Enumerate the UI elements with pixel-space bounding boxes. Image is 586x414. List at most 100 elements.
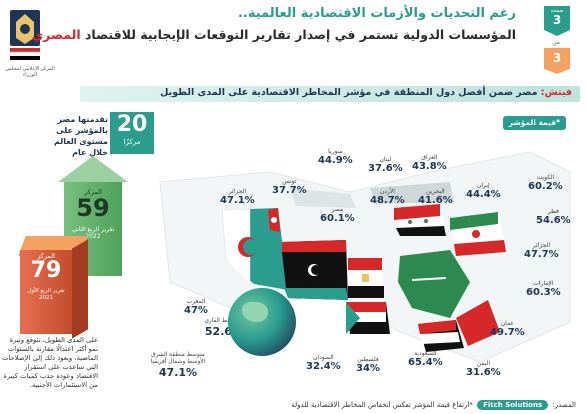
page-label: صفحة [550,8,564,14]
rank-improvement-box: 20 مركزًا [110,112,154,154]
country-value: 60.2% [528,181,563,192]
country-value: 34% [356,363,380,374]
country-value: 37.7% [272,185,307,196]
mena-region-value: 47.1% [158,366,198,379]
country-value: 65.4% [408,357,443,368]
headline-secondary-text: المؤسسات الدولية تستمر في إصدار تقارير ا… [85,27,516,42]
country-label: الجزائر 47.7% [524,242,559,260]
footer: المصدر: Fitch Solutions *ارتفاع قيمة الم… [150,398,586,414]
source-line: المصدر: Fitch Solutions *ارتفاع قيمة الم… [291,400,576,410]
country-value: 32.4% [306,361,341,372]
country-value: 47.7% [524,249,559,260]
banner-body: مصر ضمن أفضل دول المنطقة في مؤشر المخاطر… [160,87,538,98]
rank-improvement-number: 20 [116,112,148,137]
country-name: الجزائر [228,188,247,195]
ranking-panel: 20 مركزًا تقدمتها مصر بالمؤشر على مستوى … [0,108,160,414]
mena-region-name: متوسط منطقة الشرق الأوسط وشمال أفريقيا [150,352,206,365]
page-of: من [552,39,560,46]
mena-region-average: متوسط منطقة الشرق الأوسط وشمال أفريقيا 4… [150,352,206,396]
source-name: Fitch Solutions [477,400,549,410]
country-label: المغرب 47% [184,298,208,316]
country-label: مصر 60.1% [320,206,355,224]
subtitle-banner: فيتش: مصر ضمن أفضل دول المنطقة في مؤشر ا… [80,86,580,102]
country-label: إيران 44.4% [466,182,501,200]
country-label: عمان 49.7% [490,320,525,338]
banner-text: فيتش: مصر ضمن أفضل دول المنطقة في مؤشر ا… [160,87,572,98]
country-value: 44.9% [318,155,353,166]
footer-note: *ارتفاع قيمة المؤشر تعكس انخفاض المخاطر … [291,401,473,409]
country-value: 43.8% [412,161,447,172]
country-value: 31.6% [466,367,501,378]
country-label: الجزائر 47.1% [220,188,255,206]
rank-2022-value: 59 [76,194,110,222]
headline-secondary: المؤسسات الدولية تستمر في إصدار تقارير ا… [32,27,516,42]
rank-2022-column: المركز 59 تقرير الربع الثاني 2022 [58,156,128,276]
country-name: العراق [421,154,438,161]
country-value: 47.1% [220,195,255,206]
country-label: لبنان 37.6% [368,156,403,174]
country-value: 47% [184,305,208,316]
country-name: قطر [547,208,559,215]
country-name: لبنان [379,156,392,163]
rank-improvement-unit: مركزًا [123,138,141,146]
country-value: 60.1% [320,213,355,224]
country-name: تونس [282,178,297,185]
country-name: البحرين [425,188,445,195]
globe-icon [228,288,296,356]
country-label: الأردن 48.7% [370,188,405,206]
country-label: قطر 54.6% [536,208,571,226]
country-name: المغرب [186,298,206,305]
country-name: الأردن [379,188,395,195]
country-label: سوريا 44.9% [318,148,353,166]
rank-improvement-description: تقدمتها مصر بالمؤشر على مستوى العالم خلا… [53,115,108,157]
country-name: اليمن [476,360,491,367]
banner-prefix: فيتش: [540,87,572,98]
country-name: السعودية [414,350,437,357]
page-current: 3 [552,13,562,27]
country-name: فلسطين [357,356,379,363]
country-value: 48.7% [370,195,405,206]
country-label: السودان 32.4% [306,354,341,372]
country-label: فلسطين 34% [356,356,380,374]
country-label: العراق 43.8% [412,154,447,172]
country-name: السودان [313,354,334,361]
country-label: الكويت 60.2% [528,174,563,192]
country-name: عمان [500,320,514,327]
country-label: اليمن 31.6% [466,360,501,378]
rank-2021-value: 79 [30,258,62,283]
country-label: السعودية 65.4% [408,350,443,368]
country-label: الإمارات 60.3% [526,280,561,298]
rank-2021-year: تقرير الربع الأول 2021 [27,288,65,301]
country-name: سوريا [328,148,343,155]
source-label: المصدر: [552,401,576,409]
country-value: 49.7% [490,327,525,338]
country-value: 60.3% [526,287,561,298]
country-name: الإمارات [533,280,554,287]
country-value: 44.4% [466,189,501,200]
country-value: 41.6% [418,195,453,206]
rank-2022-label: المركز [84,188,102,196]
country-name: مصر [331,206,344,213]
country-value: 37.6% [368,163,403,174]
page-current-tag: صفحة 3 [544,6,570,36]
country-name: الجزائر [532,242,551,249]
country-label: البحرين 41.6% [418,188,453,206]
country-value: 54.6% [536,215,571,226]
header: المركز الإعلامي لمجلس الوزراء رغم التحدي… [0,0,586,84]
page-badge: صفحة 3 من 3 [540,6,580,74]
index-value-tag: قيمة المؤشر* [502,116,566,130]
page-total-tag: 3 [544,48,570,74]
headline-primary: رغم التحديات والأزمات الاقتصادية العالمي… [237,6,516,21]
page-total: 3 [552,51,562,65]
cabinet-logo-icon: المركز الإعلامي لمجلس الوزراء [4,4,55,78]
continental-average-name: المتوسط القاري [204,318,244,324]
headline-accent: المصري [31,27,81,42]
country-name: إيران [476,182,490,189]
map-shapes [159,151,571,363]
rank-2022-year: تقرير الربع الثاني 2022 [71,226,115,240]
country-name: الكويت [536,174,555,181]
mena-map: قيمة المؤشر* سوريا 44.9% لبنان 37.6% الع… [150,112,586,402]
logo-text: المركز الإعلامي لمجلس الوزراء [5,66,55,78]
rank-2021-label: المركز [37,252,55,260]
country-label: تونس 37.7% [272,178,307,196]
